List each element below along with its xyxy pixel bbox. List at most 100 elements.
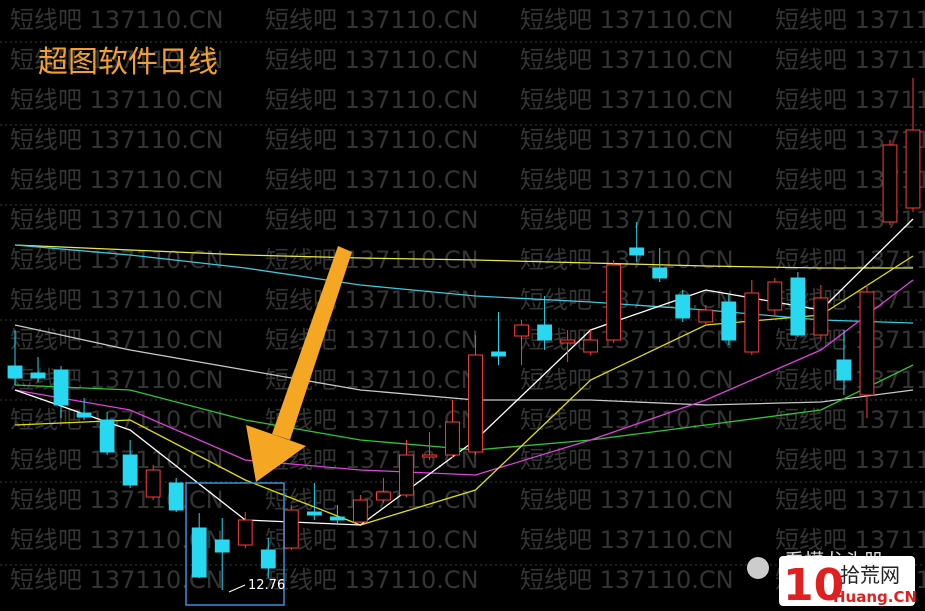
candle-body xyxy=(237,519,253,546)
watermark-text: 短线吧 137110.CN xyxy=(265,86,479,114)
candle-body xyxy=(767,281,783,311)
watermark-text: 短线吧 137110.CN xyxy=(10,486,224,514)
candle-body xyxy=(514,324,529,337)
candle-body xyxy=(399,454,414,496)
ma-line xyxy=(14,279,914,476)
arrow-head xyxy=(246,425,306,482)
watermark-text: 短线吧 137110.CN xyxy=(520,366,734,394)
candle-body xyxy=(790,277,806,336)
highlight-box xyxy=(185,482,285,606)
candle-body xyxy=(283,509,299,549)
candle-body xyxy=(698,309,714,323)
watermark-text: 短线吧 137110.CN xyxy=(10,286,224,314)
watermark-text: 短线吧 137110.CN xyxy=(775,206,925,234)
candle-body xyxy=(376,491,391,501)
candle-body xyxy=(675,294,691,319)
watermark-text: 短线吧 137110.CN xyxy=(520,246,734,274)
watermark-text: 短线吧 137110.CN xyxy=(775,6,925,34)
watermark-text: 短线吧 137110.CN xyxy=(520,206,734,234)
candle-body xyxy=(859,291,875,396)
site-badge xyxy=(779,556,915,606)
watermark-text: 短线吧 137110.CN xyxy=(775,246,925,274)
candle-body xyxy=(30,372,46,379)
watermark-text: 短线吧 137110.CN xyxy=(265,526,479,554)
watermark-text: 短线吧 137110.CN xyxy=(775,406,925,434)
watermark-text: 短线吧 137110.CN xyxy=(10,526,224,554)
watermark-text: 短线吧 137110.CN xyxy=(520,166,734,194)
watermark-text: 短线吧 137110.CN xyxy=(775,486,925,514)
watermark-text: 短线吧 137110.CN xyxy=(775,126,925,154)
candle-body xyxy=(422,454,437,458)
watermark-text: 短线吧 137110.CN xyxy=(10,126,224,154)
candle-body xyxy=(629,247,645,256)
watermark-text: 短线吧 137110.CN xyxy=(775,526,925,554)
candle-body xyxy=(836,359,852,381)
watermark-text: 短线吧 137110.CN xyxy=(10,326,224,354)
ma-line xyxy=(14,244,913,269)
watermark-text: 短线吧 137110.CN xyxy=(265,166,479,194)
watermark-text: 短线吧 137110.CN xyxy=(265,446,479,474)
watermark-text: 短线吧 137110.CN xyxy=(10,206,224,234)
chart-title: 超图软件日线 xyxy=(38,45,218,80)
watermark-text: 短线吧 137110.CN xyxy=(10,166,224,194)
watermark-text: 短线吧 137110.CN xyxy=(10,566,224,594)
watermark-text: 短线吧 137110.CN xyxy=(10,446,224,474)
watermark-text: 短线吧 137110.CN xyxy=(520,486,734,514)
watermark-text: 短线吧 137110.CN xyxy=(520,566,734,594)
candle-body xyxy=(813,297,829,336)
watermark-text: 短线吧 137110.CN xyxy=(520,6,734,34)
candle-body xyxy=(721,301,737,341)
site-url: Huang.CN xyxy=(833,588,917,606)
candle-body xyxy=(122,454,138,486)
watermark-text: 短线吧 137110.CN xyxy=(10,246,224,274)
watermark-text: 短线吧 137110.CN xyxy=(520,46,734,74)
watermark-text: 短线吧 137110.CN xyxy=(265,206,479,234)
candle-body xyxy=(145,469,161,498)
candle-body xyxy=(491,351,506,357)
watermark-text: 短线吧 137110.CN xyxy=(520,526,734,554)
candle-body xyxy=(606,264,622,341)
candle-body xyxy=(7,365,23,379)
watermark-text: 短线吧 137110.CN xyxy=(265,6,479,34)
watermark-text: 短线吧 137110.CN xyxy=(10,86,224,114)
watermark-text: 短线吧 137110.CN xyxy=(10,46,224,74)
candle-body xyxy=(882,144,898,223)
watermark-text: 短线吧 137110.CN xyxy=(520,86,734,114)
watermark-text: 短线吧 137110.CN xyxy=(10,6,224,34)
watermark-text: 短线吧 137110.CN xyxy=(775,86,925,114)
candle-body xyxy=(537,324,552,341)
candle-body xyxy=(652,267,668,279)
watermark-text: 短线吧 137110.CN xyxy=(520,326,734,354)
watermark-text: 短线吧 137110.CN xyxy=(775,166,925,194)
site-number: 10 xyxy=(783,560,844,611)
candle-body xyxy=(468,354,483,453)
candle-body xyxy=(583,339,599,353)
watermark-text: 短线吧 137110.CN xyxy=(520,406,734,434)
ma-line xyxy=(14,255,914,526)
ma-line xyxy=(14,244,914,324)
candle-body xyxy=(560,339,576,344)
candle-body xyxy=(445,421,460,456)
logo: 看懂龙头股 10 拾荒网 Huang.CN xyxy=(747,549,917,611)
watermark-text: 短线吧 137110.CN xyxy=(775,46,925,74)
candle-body xyxy=(76,412,92,418)
watermark-text: 短线吧 137110.CN xyxy=(775,446,925,474)
candle-body xyxy=(744,292,760,353)
annotation-pointer xyxy=(228,584,246,593)
candle-body xyxy=(168,482,184,511)
arrow-shaft xyxy=(272,246,352,440)
candle-body xyxy=(99,419,115,453)
low-annotation: 12.76 xyxy=(248,578,285,593)
big-arrow xyxy=(246,246,352,482)
candle-body xyxy=(214,539,230,553)
candle-body xyxy=(352,499,368,523)
watermark-text: 短线吧 137110.CN xyxy=(265,326,479,354)
watermark-text: 短线吧 137110.CN xyxy=(265,126,479,154)
site-name: 拾荒网 xyxy=(840,563,900,587)
wechat-icon xyxy=(747,557,769,579)
candle-body xyxy=(905,129,921,209)
candle-body xyxy=(260,549,276,569)
watermark-text: 短线吧 137110.CN xyxy=(520,126,734,154)
candle-body xyxy=(306,511,322,516)
